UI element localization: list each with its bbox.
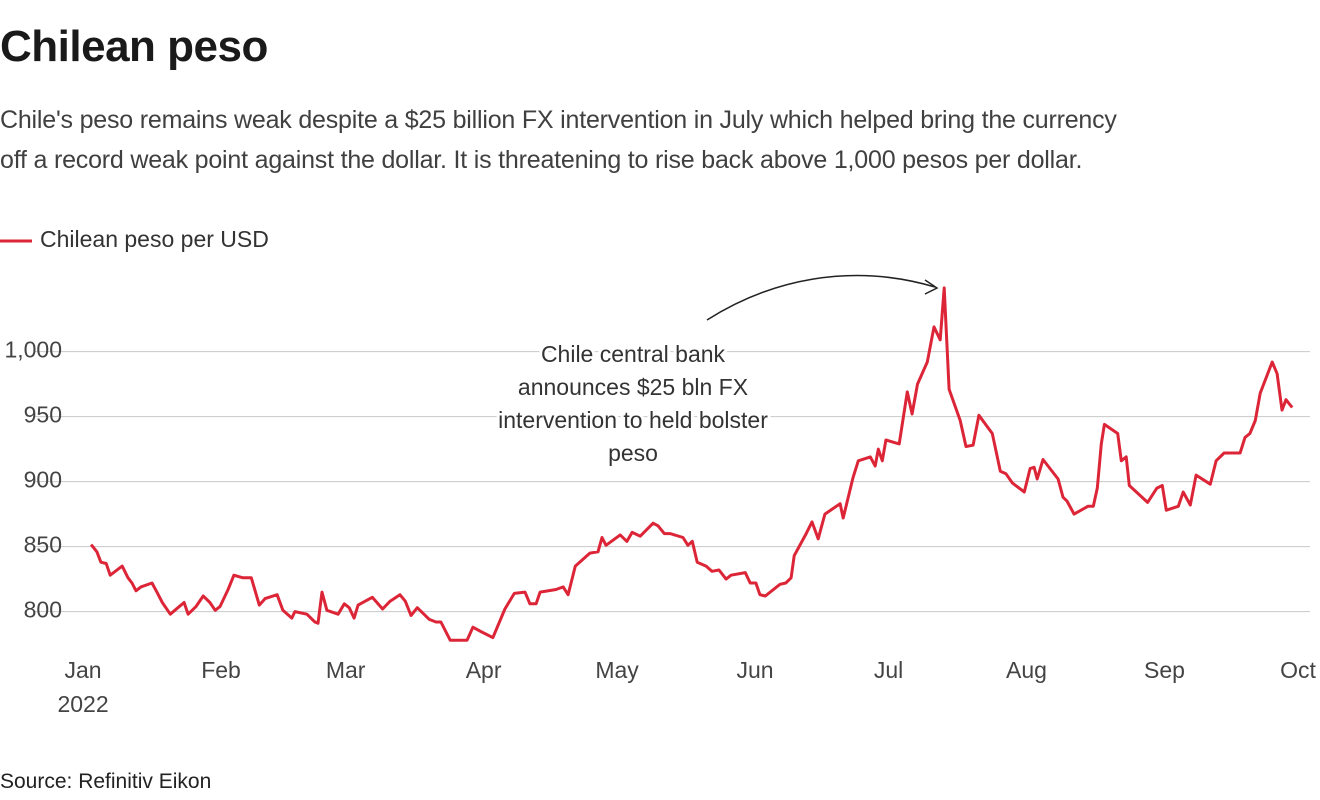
chart-title: Chilean peso bbox=[0, 22, 268, 71]
x-tick-label: Feb bbox=[201, 657, 241, 683]
x-tick-label: Oct bbox=[1280, 657, 1316, 683]
annotation-text: announces $25 bln FX bbox=[518, 374, 748, 400]
line-series bbox=[89, 286, 1294, 642]
x-tick-label: Aug bbox=[1006, 657, 1047, 683]
x-tick-label: Jul bbox=[874, 657, 903, 683]
y-tick-label: 950 bbox=[24, 402, 62, 428]
y-tick-label: 1,000 bbox=[4, 337, 62, 363]
x-tick-label: Jan bbox=[65, 657, 102, 683]
annotation-text: peso bbox=[608, 440, 658, 466]
annotation-text: intervention to held bolster bbox=[498, 407, 768, 433]
y-tick-label: 900 bbox=[24, 467, 62, 493]
annotation-arrow bbox=[706, 274, 936, 321]
x-tick-label: Jun bbox=[737, 657, 774, 683]
x-tick-label: Sep bbox=[1144, 657, 1185, 683]
x-year-label: 2022 bbox=[57, 691, 108, 717]
x-tick-label: Mar bbox=[326, 657, 366, 683]
x-tick-label: May bbox=[595, 657, 639, 683]
annotation-text: Chile central bank bbox=[541, 341, 726, 367]
subtitle: Chile's peso remains weak despite a $25 … bbox=[0, 106, 1117, 134]
source: Source: Refinitiv Eikon bbox=[0, 770, 211, 793]
annotation-arrowhead bbox=[924, 279, 939, 295]
subtitle: off a record weak point against the doll… bbox=[0, 146, 1083, 174]
x-tick-label: Apr bbox=[466, 657, 502, 683]
y-tick-label: 800 bbox=[24, 597, 62, 623]
legend-label: Chilean peso per USD bbox=[40, 226, 269, 252]
y-tick-label: 850 bbox=[24, 532, 62, 558]
